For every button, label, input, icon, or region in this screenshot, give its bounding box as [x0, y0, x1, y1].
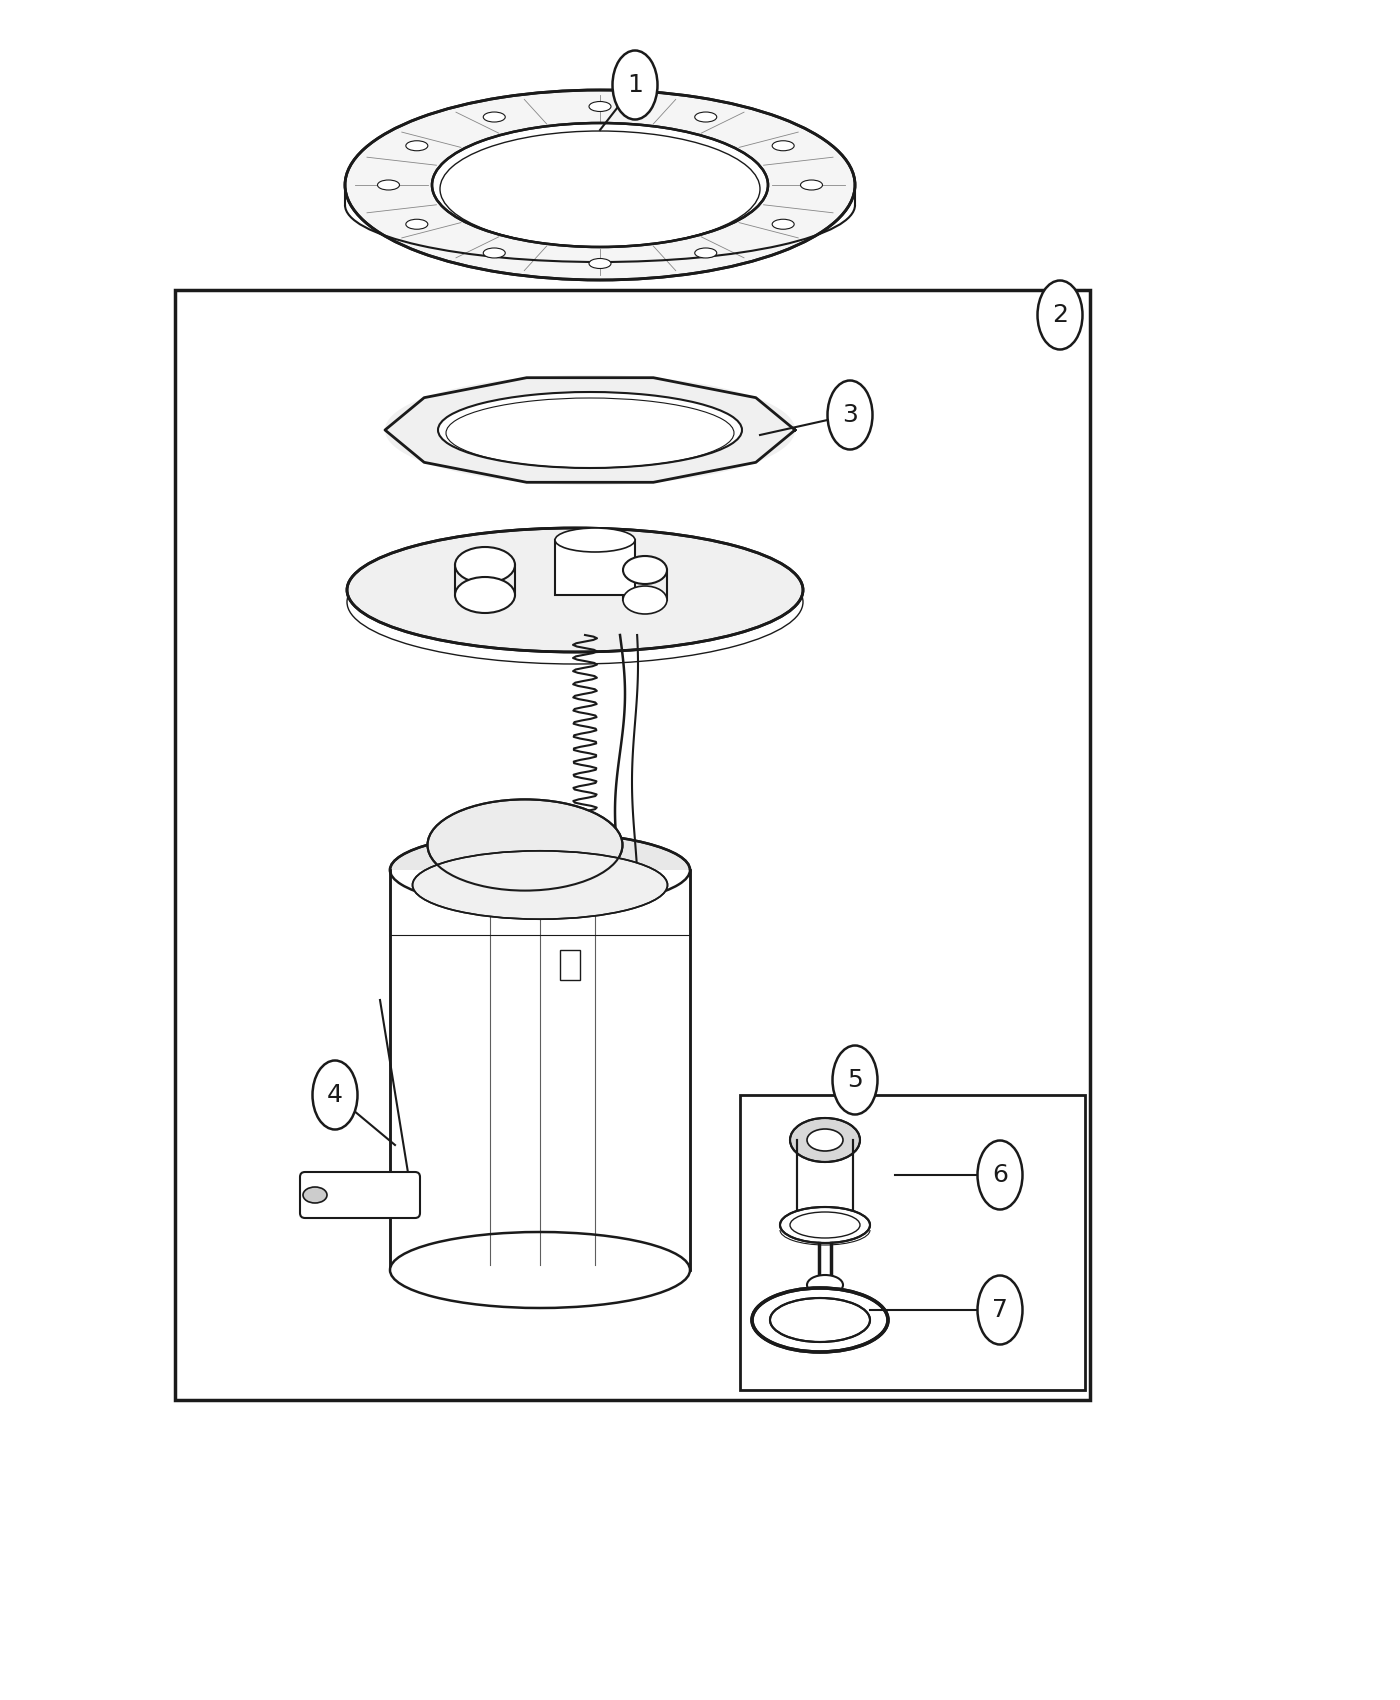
Ellipse shape: [312, 1061, 357, 1129]
Ellipse shape: [413, 850, 668, 920]
Polygon shape: [385, 376, 795, 484]
Ellipse shape: [589, 102, 610, 112]
Ellipse shape: [554, 529, 636, 553]
Ellipse shape: [770, 1299, 869, 1341]
Polygon shape: [391, 870, 690, 1270]
Ellipse shape: [790, 1119, 860, 1163]
Ellipse shape: [694, 112, 717, 122]
FancyBboxPatch shape: [554, 541, 636, 595]
Ellipse shape: [752, 1289, 888, 1352]
Ellipse shape: [483, 248, 505, 258]
Ellipse shape: [391, 1232, 690, 1307]
Polygon shape: [741, 1095, 1085, 1391]
Ellipse shape: [385, 376, 795, 484]
Ellipse shape: [344, 90, 855, 280]
Ellipse shape: [977, 1141, 1022, 1209]
Ellipse shape: [483, 112, 505, 122]
Text: 7: 7: [993, 1299, 1008, 1323]
Ellipse shape: [302, 1187, 328, 1204]
Ellipse shape: [347, 529, 804, 653]
Ellipse shape: [773, 141, 794, 151]
Ellipse shape: [790, 1212, 860, 1238]
Polygon shape: [797, 1141, 853, 1226]
Ellipse shape: [427, 799, 623, 891]
Ellipse shape: [780, 1207, 869, 1243]
Ellipse shape: [806, 1275, 843, 1295]
Ellipse shape: [378, 180, 399, 190]
Ellipse shape: [827, 381, 872, 449]
Ellipse shape: [347, 541, 804, 665]
Ellipse shape: [406, 219, 428, 230]
Ellipse shape: [589, 258, 610, 269]
Text: 2: 2: [1051, 303, 1068, 326]
Ellipse shape: [455, 547, 515, 583]
Text: 1: 1: [627, 73, 643, 97]
Ellipse shape: [694, 248, 717, 258]
Ellipse shape: [623, 556, 666, 585]
Ellipse shape: [801, 180, 823, 190]
Ellipse shape: [391, 831, 690, 908]
Ellipse shape: [433, 122, 769, 246]
Ellipse shape: [773, 219, 794, 230]
Ellipse shape: [833, 1046, 878, 1115]
FancyBboxPatch shape: [300, 1171, 420, 1217]
Ellipse shape: [455, 576, 515, 614]
FancyBboxPatch shape: [560, 950, 580, 979]
Ellipse shape: [977, 1275, 1022, 1345]
Text: 4: 4: [328, 1083, 343, 1107]
Polygon shape: [344, 90, 855, 280]
Ellipse shape: [406, 141, 428, 151]
Text: 5: 5: [847, 1068, 862, 1091]
Ellipse shape: [806, 1129, 843, 1151]
Ellipse shape: [623, 586, 666, 614]
Ellipse shape: [613, 51, 658, 119]
Text: 6: 6: [993, 1163, 1008, 1187]
Text: 3: 3: [841, 403, 858, 427]
Ellipse shape: [1037, 280, 1082, 350]
